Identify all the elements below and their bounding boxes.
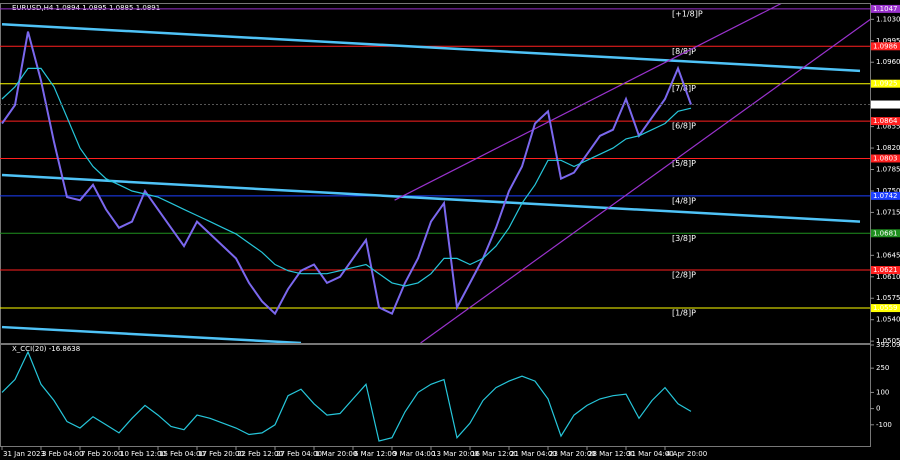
level-label: [4/8]P: [672, 196, 696, 205]
y-tick-label: 1.0855: [876, 123, 900, 131]
level-label: [1/8]P: [672, 309, 696, 318]
x-tick-label: 7 Feb 20:00: [81, 450, 122, 458]
x-tick-label: 23 Mar 20:00: [549, 450, 596, 458]
level-axis-label: 1.0681: [873, 229, 898, 237]
x-tick-label: 15 Feb 04:00: [159, 450, 205, 458]
level-axis-box: [871, 304, 900, 313]
level-axis-label: 1.0803: [873, 154, 898, 162]
x-tick-label: 4 Apr 20:00: [666, 450, 707, 458]
y-tick-label: -100: [876, 421, 892, 429]
y-tick-label: 1.0540: [876, 316, 900, 324]
x-tick-label: 31 Jan 2023: [3, 450, 45, 458]
series-line: [1, 350, 692, 442]
level-axis-box: [871, 42, 900, 51]
level-label: [8/8]P: [672, 47, 696, 56]
y-tick-label: 1.0610: [876, 273, 900, 281]
x-tick-label: 16 Mar 12:00: [471, 450, 518, 458]
level-axis-label: 1.0864: [873, 117, 898, 125]
x-tick-label: 27 Feb 04:00: [276, 450, 322, 458]
chart-title: EURUSD,H4 1.0894 1.0895 1.0885 1.0891: [12, 4, 160, 12]
indicator-title: X_CCI(20) -16.8638: [12, 345, 80, 353]
y-tick-label: 393.0944: [876, 341, 900, 349]
x-tick-label: 6 Mar 12:00: [354, 450, 396, 458]
trend-line: [1, 173, 861, 223]
x-tick-label: 28 Mar 12:00: [588, 450, 635, 458]
price-label: 1.0891: [873, 101, 898, 109]
y-tick-label: 1.0995: [876, 37, 900, 45]
x-tick-label: 9 Mar 04:00: [393, 450, 435, 458]
level-axis-box: [871, 229, 900, 238]
level-axis-box: [871, 4, 900, 13]
level-axis-box: [871, 154, 900, 163]
trend-line: [394, 4, 782, 201]
cci-frame: [0, 344, 871, 447]
y-tick-label: 1.0645: [876, 251, 900, 259]
level-axis-box: [871, 266, 900, 275]
y-tick-label: 1.1030: [876, 15, 900, 23]
x-tick-label: 10 Feb 12:00: [120, 450, 166, 458]
main-plot: [+1/8]P [8/8]P [7/8]P [6/8]P [5/8]P [4/8]P [3/…: [0, 4, 870, 343]
level-label: [2/8]P: [672, 271, 696, 280]
level-label: [5/8]P: [672, 159, 696, 168]
trend-line: [1, 325, 302, 343]
level-axis-box: [871, 117, 900, 126]
x-tick-label: 21 Mar 04:00: [510, 450, 557, 458]
level-axis-label: 1.0621: [873, 266, 898, 274]
x-tick-label: 3 Feb 04:00: [42, 450, 83, 458]
trend-line: [420, 18, 870, 343]
level-label: [+1/8]P: [672, 9, 703, 18]
y-tick-label: 1.0750: [876, 187, 900, 195]
x-tick-label: 13 Mar 20:00: [432, 450, 479, 458]
y-tick-label: 1.0715: [876, 208, 900, 216]
y-tick-label: 250: [876, 364, 889, 372]
trend-line: [1, 22, 861, 73]
level-label: [3/8]P: [672, 234, 696, 243]
level-axis-label: 1.0559: [873, 304, 898, 312]
level-label: [6/8]P: [672, 122, 696, 131]
level-axis-box: [871, 191, 900, 200]
x-tick-label: 31 Mar 04:00: [627, 450, 674, 458]
series-line: [1, 67, 692, 287]
y-tick-label: 100: [876, 388, 889, 396]
y-tick-label: 1.0505: [876, 337, 900, 345]
y-tick-label: 1.0820: [876, 144, 900, 152]
level-axis-label: 1.0742: [873, 192, 898, 200]
level-axis-label: 1.1047: [873, 5, 898, 13]
level-label: [7/8]P: [672, 84, 696, 93]
y-tick-label: 0: [876, 405, 880, 413]
y-tick-label: 1.0960: [876, 58, 900, 66]
series-line: [1, 31, 692, 316]
level-axis-label: 1.0925: [873, 80, 898, 88]
x-tick-label: 17 Feb 20:00: [198, 450, 244, 458]
level-axis-label: 1.0986: [873, 42, 898, 50]
price-box: [871, 100, 900, 109]
x-tick-label: 1 Mar 20:00: [315, 450, 357, 458]
main-frame: [0, 3, 871, 344]
level-axis-box: [871, 79, 900, 88]
x-tick-label: 22 Feb 12:00: [237, 450, 283, 458]
y-tick-label: 1.0575: [876, 294, 900, 302]
y-tick-label: 1.0785: [876, 166, 900, 174]
